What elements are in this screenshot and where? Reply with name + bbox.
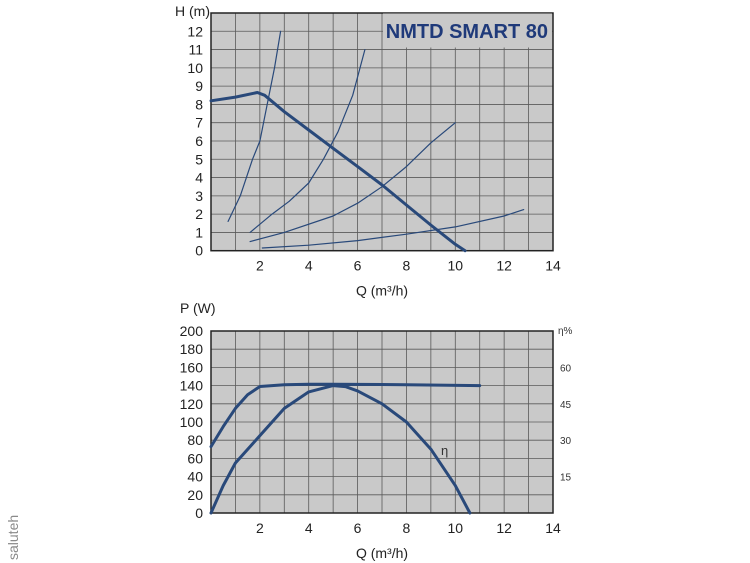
x-tick-label: 8 <box>403 258 411 274</box>
x-tick-label: 4 <box>305 258 313 274</box>
y-tick-label: 200 <box>180 323 204 339</box>
y-tick-label: 40 <box>187 469 203 485</box>
y-tick-label: 180 <box>180 341 204 357</box>
plot-border <box>210 12 554 252</box>
y-tick-label: 11 <box>188 42 203 58</box>
power-curve <box>209 382 482 449</box>
y2-tick-label: 45 <box>560 400 572 411</box>
y-tick-label: 5 <box>195 151 203 167</box>
y-tick-label: 80 <box>187 432 203 448</box>
plot-border <box>210 330 554 514</box>
y-tick-label: 3 <box>195 188 203 204</box>
y-tick-label: 120 <box>180 396 204 412</box>
chart-title: NMTD SMART 80 <box>386 21 548 43</box>
y-tick-label: 20 <box>187 487 203 503</box>
y2-tick-label: 60 <box>560 363 572 374</box>
system-curve <box>249 49 366 233</box>
y-tick-label: 2 <box>195 206 203 222</box>
watermark: saluteh <box>5 515 21 560</box>
y-tick-label: 160 <box>180 359 204 375</box>
y-tick-label: 10 <box>187 60 203 76</box>
y-tick-label: 7 <box>195 115 203 131</box>
x-tick-label: 12 <box>496 520 512 536</box>
x-tick-label: 4 <box>305 520 313 536</box>
x-tick-label: 8 <box>403 520 411 536</box>
y-tick-label: 100 <box>180 414 204 430</box>
x-tick-label: 12 <box>496 258 512 274</box>
pump-curve <box>209 91 467 253</box>
y-tick-label: 0 <box>195 243 203 259</box>
y-tick-label: 0 <box>195 505 203 521</box>
x-axis-title: Q (m³/h) <box>356 545 408 561</box>
y-axis-title: H (m) <box>175 3 210 19</box>
system-curve <box>227 30 282 222</box>
x-tick-label: 2 <box>256 520 264 536</box>
x-tick-label: 2 <box>256 258 264 274</box>
title-box <box>383 13 552 48</box>
x-tick-label: 10 <box>447 258 463 274</box>
x-axis-title: Q (m³/h) <box>356 283 408 299</box>
y-tick-label: 140 <box>180 378 204 394</box>
y-tick-label: 8 <box>195 96 203 112</box>
y-tick-label: 9 <box>195 78 203 94</box>
y-axis-title: P (W) <box>180 300 216 316</box>
efficiency-curve-label: η <box>441 443 448 458</box>
y2-tick-label: 30 <box>560 436 572 447</box>
system-curve <box>249 122 456 243</box>
x-tick-label: 14 <box>545 520 561 536</box>
x-tick-label: 10 <box>447 520 463 536</box>
y-tick-label: 60 <box>187 450 203 466</box>
y-tick-label: 4 <box>195 170 203 186</box>
y-tick-label: 6 <box>195 133 203 149</box>
y2-tick-label: 15 <box>560 473 572 484</box>
y-tick-label: 1 <box>195 224 203 240</box>
efficiency-curve <box>209 384 472 515</box>
x-tick-label: 6 <box>354 258 362 274</box>
y2-axis-title: η% <box>558 326 573 337</box>
system-curve <box>261 209 525 249</box>
x-tick-label: 6 <box>354 520 362 536</box>
x-tick-label: 14 <box>545 258 561 274</box>
y-tick-label: 12 <box>187 23 203 39</box>
